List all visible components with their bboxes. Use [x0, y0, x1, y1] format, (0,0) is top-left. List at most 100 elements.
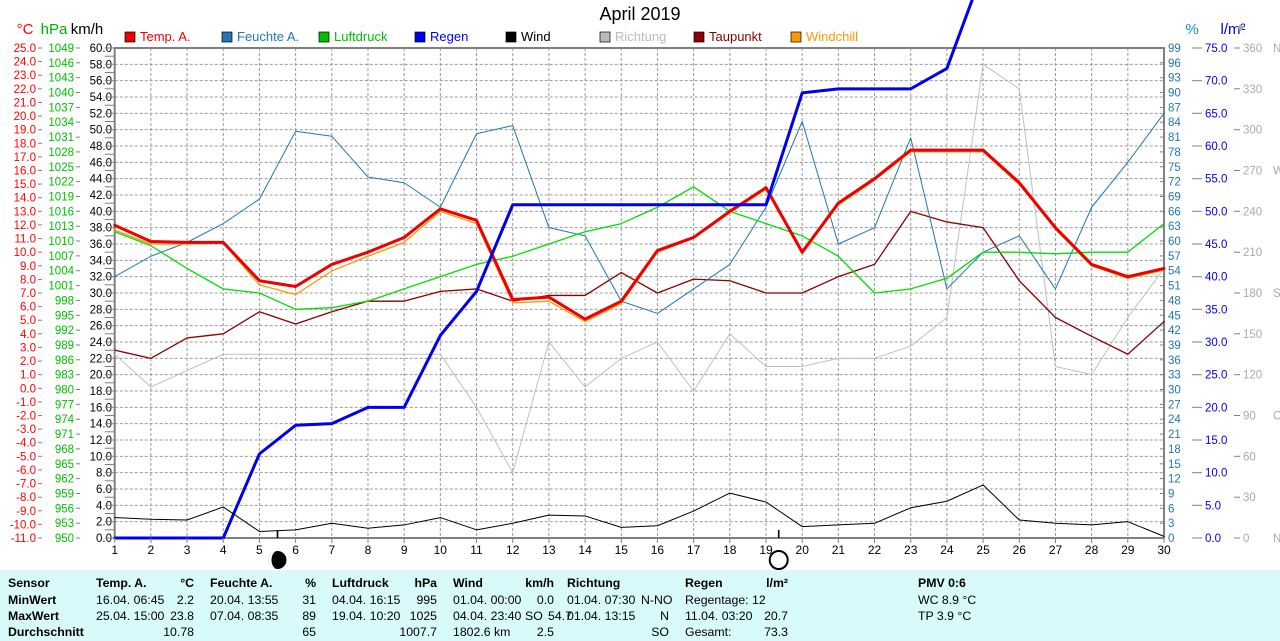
- svg-text:5.0: 5.0: [1205, 500, 1221, 512]
- svg-text:1043: 1043: [48, 73, 74, 85]
- svg-text:6: 6: [292, 543, 299, 557]
- svg-text:25.0: 25.0: [14, 43, 36, 55]
- svg-text:12.0: 12.0: [90, 435, 112, 447]
- svg-text:1001: 1001: [48, 281, 74, 293]
- svg-text:56.0: 56.0: [90, 76, 112, 88]
- svg-text:11.0: 11.0: [14, 234, 36, 246]
- svg-text:953: 953: [55, 518, 74, 530]
- svg-text:30.0: 30.0: [90, 288, 112, 300]
- svg-text:20: 20: [796, 543, 810, 557]
- svg-text:38.0: 38.0: [90, 223, 112, 235]
- svg-text:33: 33: [1168, 370, 1181, 382]
- svg-text:0.0: 0.0: [20, 383, 36, 395]
- svg-text:120: 120: [1243, 370, 1262, 382]
- svg-text:12.0: 12.0: [14, 220, 36, 232]
- svg-text:-11.0: -11.0: [11, 533, 36, 545]
- svg-text:1046: 1046: [48, 58, 74, 70]
- svg-text:998: 998: [55, 295, 74, 307]
- svg-text:950: 950: [55, 533, 74, 545]
- svg-text:0: 0: [1243, 533, 1249, 545]
- svg-text:N: N: [1273, 533, 1280, 545]
- svg-text:10.0: 10.0: [14, 247, 36, 259]
- svg-text:21: 21: [832, 543, 846, 557]
- svg-text:1019: 1019: [48, 192, 74, 204]
- svg-text:986: 986: [55, 355, 74, 367]
- svg-text:20.0: 20.0: [90, 370, 112, 382]
- svg-text:69: 69: [1168, 192, 1181, 204]
- svg-text:3: 3: [184, 543, 191, 557]
- svg-text:0.0: 0.0: [96, 533, 112, 545]
- svg-text:18: 18: [723, 543, 737, 557]
- svg-text:-5.0: -5.0: [16, 451, 36, 463]
- svg-text:Taupunkt: Taupunkt: [709, 29, 762, 44]
- svg-text:1016: 1016: [48, 206, 74, 218]
- svg-text:2.0: 2.0: [96, 517, 112, 529]
- svg-text:99: 99: [1168, 43, 1181, 55]
- svg-text:1: 1: [111, 543, 118, 557]
- svg-text:21: 21: [1168, 429, 1181, 441]
- svg-text:-6.0: -6.0: [16, 465, 36, 477]
- svg-text:300: 300: [1243, 125, 1262, 137]
- svg-text:16.0: 16.0: [14, 166, 36, 178]
- svg-text:36: 36: [1168, 355, 1181, 367]
- svg-text:9.0: 9.0: [20, 261, 36, 273]
- svg-text:Richtung: Richtung: [615, 29, 666, 44]
- svg-text:24: 24: [940, 543, 954, 557]
- svg-text:-3.0: -3.0: [16, 424, 36, 436]
- svg-text:17: 17: [687, 543, 701, 557]
- svg-text:W: W: [1273, 166, 1280, 178]
- svg-text:210: 210: [1243, 247, 1262, 259]
- svg-text:23.0: 23.0: [14, 70, 36, 82]
- svg-text:29: 29: [1121, 543, 1135, 557]
- svg-text:18: 18: [1168, 444, 1181, 456]
- svg-text:974: 974: [55, 414, 75, 426]
- svg-text:15.0: 15.0: [14, 179, 36, 191]
- svg-text:10.0: 10.0: [1205, 468, 1227, 480]
- svg-text:15: 15: [1168, 459, 1181, 471]
- svg-text:km/h: km/h: [71, 21, 104, 38]
- svg-text:90: 90: [1168, 88, 1181, 100]
- svg-text:7: 7: [328, 543, 335, 557]
- svg-text:5: 5: [256, 543, 263, 557]
- svg-text:-2.0: -2.0: [16, 411, 36, 423]
- svg-text:60: 60: [1243, 451, 1256, 463]
- svg-text:6.0: 6.0: [20, 302, 36, 314]
- svg-text:8.0: 8.0: [96, 468, 112, 480]
- svg-text:1013: 1013: [48, 221, 74, 233]
- svg-text:21.0: 21.0: [14, 97, 36, 109]
- svg-text:19.0: 19.0: [14, 125, 36, 137]
- svg-text:0.0: 0.0: [1205, 533, 1221, 545]
- svg-text:57: 57: [1168, 251, 1181, 263]
- svg-text:995: 995: [55, 310, 74, 322]
- svg-text:-8.0: -8.0: [16, 492, 36, 504]
- svg-text:%: %: [1185, 21, 1198, 38]
- svg-text:46.0: 46.0: [90, 157, 112, 169]
- svg-text:50.0: 50.0: [1205, 206, 1227, 218]
- svg-text:6.0: 6.0: [96, 484, 112, 496]
- svg-text:8: 8: [365, 543, 372, 557]
- svg-text:N: N: [1273, 43, 1280, 55]
- svg-text:44.0: 44.0: [90, 174, 112, 186]
- svg-text:14.0: 14.0: [14, 193, 36, 205]
- svg-text:14: 14: [578, 543, 592, 557]
- svg-text:28.0: 28.0: [90, 304, 112, 316]
- svg-text:15.0: 15.0: [1205, 435, 1227, 447]
- svg-text:2: 2: [148, 543, 155, 557]
- svg-text:24.0: 24.0: [90, 337, 112, 349]
- svg-text:50.0: 50.0: [90, 125, 112, 137]
- svg-text:81: 81: [1168, 132, 1181, 144]
- svg-text:-9.0: -9.0: [16, 506, 36, 518]
- svg-text:1022: 1022: [48, 177, 74, 189]
- svg-text:O: O: [1273, 411, 1280, 423]
- svg-text:9: 9: [401, 543, 408, 557]
- svg-text:24: 24: [1168, 414, 1181, 426]
- svg-text:93: 93: [1168, 73, 1181, 85]
- svg-text:22.0: 22.0: [14, 84, 36, 96]
- svg-text:S: S: [1273, 288, 1280, 300]
- svg-text:45.0: 45.0: [1205, 239, 1227, 251]
- svg-text:75: 75: [1168, 162, 1181, 174]
- svg-text:55.0: 55.0: [1205, 174, 1227, 186]
- svg-text:22: 22: [868, 543, 882, 557]
- svg-text:34.0: 34.0: [90, 255, 112, 267]
- svg-text:5.0: 5.0: [20, 315, 36, 327]
